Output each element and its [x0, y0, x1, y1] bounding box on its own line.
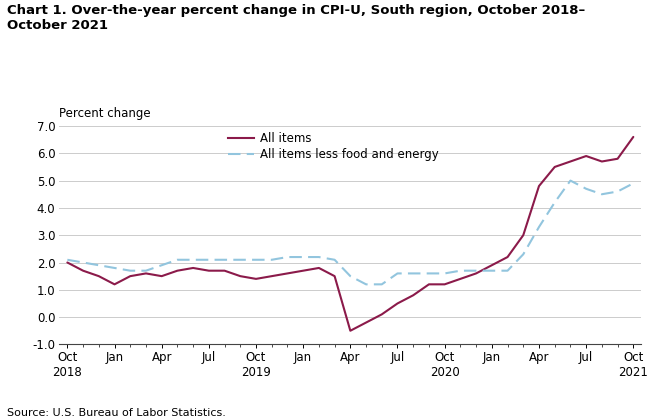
All items — [425, 282, 433, 287]
Legend: All items, All items less food and energy: All items, All items less food and energ… — [228, 132, 439, 161]
All items less food and energy — [95, 263, 102, 268]
Text: Chart 1. Over-the-year percent change in CPI-U, South region, October 2018–
Octo: Chart 1. Over-the-year percent change in… — [7, 4, 585, 32]
All items — [393, 301, 401, 306]
All items less food and energy — [299, 255, 307, 260]
All items — [221, 268, 229, 273]
All items less food and energy — [142, 268, 150, 273]
All items less food and energy — [582, 186, 590, 192]
All items less food and energy — [268, 257, 276, 262]
All items — [582, 153, 590, 158]
Line: All items: All items — [67, 137, 633, 331]
All items — [613, 156, 621, 161]
All items less food and energy — [221, 257, 229, 262]
All items less food and energy — [472, 268, 480, 273]
All items — [535, 184, 543, 189]
All items less food and energy — [393, 271, 401, 276]
All items less food and energy — [158, 263, 166, 268]
All items less food and energy — [79, 260, 87, 265]
All items less food and energy — [173, 257, 181, 262]
All items — [551, 164, 559, 169]
All items less food and energy — [566, 178, 574, 183]
All items — [315, 265, 323, 270]
All items — [268, 274, 276, 279]
Line: All items less food and energy: All items less food and energy — [67, 181, 633, 284]
All items — [189, 265, 197, 270]
All items less food and energy — [284, 255, 292, 260]
All items less food and energy — [520, 252, 527, 257]
All items less food and energy — [346, 274, 354, 279]
All items less food and energy — [189, 257, 197, 262]
All items — [629, 134, 637, 139]
All items — [346, 328, 354, 333]
All items less food and energy — [237, 257, 245, 262]
All items less food and energy — [535, 224, 543, 229]
All items — [79, 268, 87, 273]
All items — [63, 260, 71, 265]
All items — [205, 268, 213, 273]
All items — [378, 312, 386, 317]
Text: Percent change: Percent change — [59, 107, 151, 120]
All items — [142, 271, 150, 276]
All items — [252, 276, 260, 281]
All items less food and energy — [409, 271, 417, 276]
All items less food and energy — [63, 257, 71, 262]
All items less food and energy — [362, 282, 370, 287]
All items less food and energy — [441, 271, 449, 276]
All items less food and energy — [126, 268, 134, 273]
All items less food and energy — [629, 181, 637, 186]
All items — [441, 282, 449, 287]
All items less food and energy — [252, 257, 260, 262]
All items less food and energy — [598, 192, 606, 197]
All items less food and energy — [330, 257, 338, 262]
All items — [237, 274, 245, 279]
All items less food and energy — [488, 268, 496, 273]
All items — [456, 276, 464, 281]
All items — [488, 263, 496, 268]
All items less food and energy — [315, 255, 323, 260]
Text: Source: U.S. Bureau of Labor Statistics.: Source: U.S. Bureau of Labor Statistics. — [7, 408, 225, 418]
All items — [284, 271, 292, 276]
All items less food and energy — [378, 282, 386, 287]
All items — [299, 268, 307, 273]
All items — [520, 233, 527, 238]
All items — [504, 255, 512, 260]
All items less food and energy — [504, 268, 512, 273]
All items less food and energy — [456, 268, 464, 273]
All items — [173, 268, 181, 273]
All items less food and energy — [551, 200, 559, 205]
All items — [95, 274, 102, 279]
All items — [330, 274, 338, 279]
All items less food and energy — [205, 257, 213, 262]
All items less food and energy — [110, 265, 118, 270]
All items less food and energy — [613, 189, 621, 194]
All items — [362, 320, 370, 325]
All items less food and energy — [425, 271, 433, 276]
All items — [566, 159, 574, 164]
All items — [126, 274, 134, 279]
All items — [110, 282, 118, 287]
All items — [158, 274, 166, 279]
All items — [598, 159, 606, 164]
All items — [472, 271, 480, 276]
All items — [409, 293, 417, 298]
